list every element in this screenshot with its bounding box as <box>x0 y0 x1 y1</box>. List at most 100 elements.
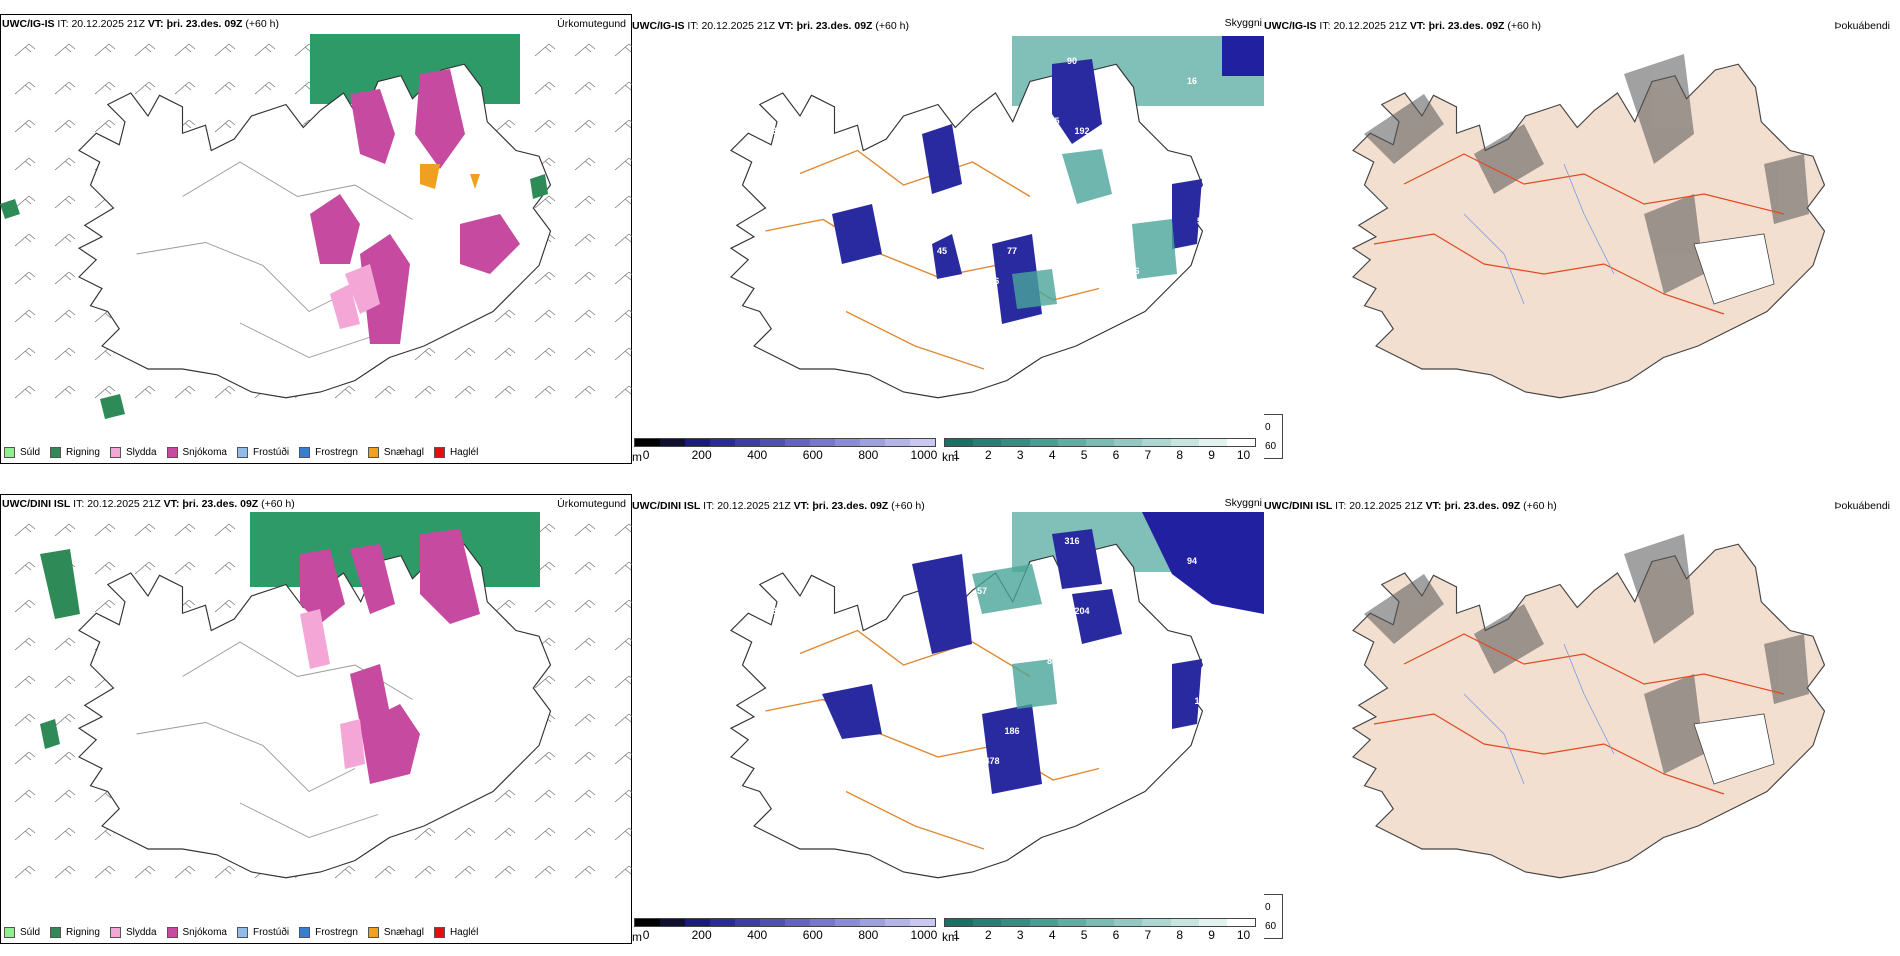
colorbar-segment <box>1170 439 1199 446</box>
cloud-ceiling-label: 37 <box>897 626 907 636</box>
legend-label: Frostregn <box>315 927 358 938</box>
cloud-ceiling-label: 285 <box>934 726 949 736</box>
it-value: 20.12.2025 21Z <box>1333 20 1407 32</box>
colorbar-tick: 0 <box>642 448 650 462</box>
wind-barb <box>574 233 596 247</box>
legend-label: Snæhagl <box>383 447 424 458</box>
visibility-colorbar: 1 2 3 4 5 6 7 8 9 10 km <box>942 918 1256 944</box>
precip-legend-item: Rigning <box>50 927 100 938</box>
cloud-ceiling-label: 88 <box>907 846 917 856</box>
wind-barb <box>494 789 516 803</box>
precip-legend-item: Súld <box>4 927 40 938</box>
wind-barb <box>574 309 596 323</box>
colorbar-tick: 7 <box>1144 448 1152 462</box>
cloud-ceiling-label: 308 <box>984 696 999 706</box>
fog-legend-item: 0 <box>1264 900 1276 914</box>
legend-label: Frostregn <box>315 447 358 458</box>
legend-label: Haglél <box>449 447 479 458</box>
precip-legend-item: Snæhagl <box>367 927 424 938</box>
colorbar-segment <box>685 919 710 926</box>
colorbar-tick: 2 <box>985 928 992 942</box>
vt-label: VT: <box>147 18 164 30</box>
cloud-ceiling-label: 152 <box>904 366 919 376</box>
colorbar-segment <box>885 439 910 446</box>
lead-time: (+60 h) <box>875 20 909 32</box>
wind-barb <box>534 751 556 765</box>
wind-barb <box>574 751 596 765</box>
legend-label: Frostúði <box>252 447 290 458</box>
fog-map <box>1352 534 1826 879</box>
wind-barb <box>574 195 596 209</box>
it-label: IT: <box>1319 20 1331 32</box>
it-value: 20.12.2025 21Z <box>71 18 145 30</box>
wind-barb <box>574 271 596 285</box>
cloud-ceiling-label: 68 <box>767 126 777 136</box>
wind-barb <box>174 523 196 537</box>
cloud-ceiling-label: 52 <box>1047 716 1057 726</box>
colorbar-segment <box>1085 919 1115 926</box>
colorbar-tick: 9 <box>1208 928 1215 942</box>
cloud-ceiling-label: 73 <box>927 196 937 206</box>
cloud-ceiling-label: 57 <box>977 586 987 596</box>
wind-barb <box>614 195 632 209</box>
low-ceiling-area <box>1142 512 1264 614</box>
colorbar-segment <box>1170 919 1199 926</box>
wind-barb <box>214 119 236 133</box>
visibility-unit: km <box>942 930 958 944</box>
legend-label: Snjókoma <box>182 927 227 938</box>
cloud-map: 316 114 119 204 94 82 146 285 761 308 186 478 52 32 90… <box>730 512 1264 879</box>
precip-legend-item: Slydda <box>109 447 157 458</box>
iceland-outline <box>730 543 1204 879</box>
wind-barb <box>574 865 596 879</box>
lead-time: (+60 h) <box>261 498 295 510</box>
wind-barb <box>54 865 76 879</box>
visibility-colorbar-bar <box>944 918 1256 927</box>
vt-value: þri. 23.des. 09Z <box>812 500 889 512</box>
cloud-ceiling-label: 161 <box>1134 186 1149 196</box>
fog-map <box>1352 54 1826 399</box>
cloud-panel-bottom: UWC/DINI ISL IT: 20.12.2025 21Z VT: þri.… <box>632 494 1264 956</box>
cloud-ceiling-label: 204 <box>1074 606 1089 616</box>
colorbar-tick: 1 <box>953 928 960 942</box>
cloud-title: Skyggni <box>1224 497 1262 509</box>
colorbar-tick: 600 <box>802 928 823 942</box>
panel-frame <box>0 14 632 464</box>
colorbar-segment <box>710 919 735 926</box>
wind-barb <box>574 827 596 841</box>
low-visibility-patches <box>1012 149 1177 309</box>
vt-label: VT: <box>163 498 180 510</box>
legend-label: 0 <box>1265 901 1271 913</box>
precip-map <box>14 512 632 879</box>
wind-barb <box>534 347 556 361</box>
colorbar-tick: 1 <box>953 448 960 462</box>
lead-time: (+60 h) <box>891 500 925 512</box>
cloud-map: 90 368 285 192 16 152 90 45 73 54 77 116 732 267 376 22… <box>730 36 1264 399</box>
wind-barb <box>614 523 632 537</box>
wind-barb <box>534 119 556 133</box>
wind-barb <box>534 385 556 399</box>
legend-label: Haglél <box>449 927 479 938</box>
precip-legend-item: Rigning <box>50 447 100 458</box>
wind-barb <box>534 309 556 323</box>
wind-barb <box>414 827 436 841</box>
precip-legend-item: Slydda <box>109 927 157 938</box>
colorbar-segment <box>1029 919 1058 926</box>
legend-swatch <box>236 927 248 938</box>
wind-barb <box>14 81 36 95</box>
colorbar-segment <box>810 919 835 926</box>
fog-title: Þokuábendi <box>1834 500 1890 512</box>
wind-barb <box>574 789 596 803</box>
cloud-ceiling-label: 732 <box>1044 236 1059 246</box>
fog-panel-bottom: UWC/DINI ISL IT: 20.12.2025 21Z VT: þri.… <box>1264 494 1900 956</box>
colorbar-segment <box>660 439 685 446</box>
wind-barb <box>614 599 632 613</box>
colorbar-segment <box>1198 919 1227 926</box>
wind-barb <box>14 561 36 575</box>
cloud-ceiling-label: 85 <box>947 376 957 386</box>
wind-barb <box>454 385 476 399</box>
visibility-colorbar-bar <box>944 438 1256 447</box>
low-ceiling-area <box>1222 36 1264 76</box>
wind-barb <box>174 81 196 95</box>
wind-barb <box>174 385 196 399</box>
cloud-panel-top: UWC/IG-IS IT: 20.12.2025 21Z VT: þri. 23… <box>632 14 1264 476</box>
